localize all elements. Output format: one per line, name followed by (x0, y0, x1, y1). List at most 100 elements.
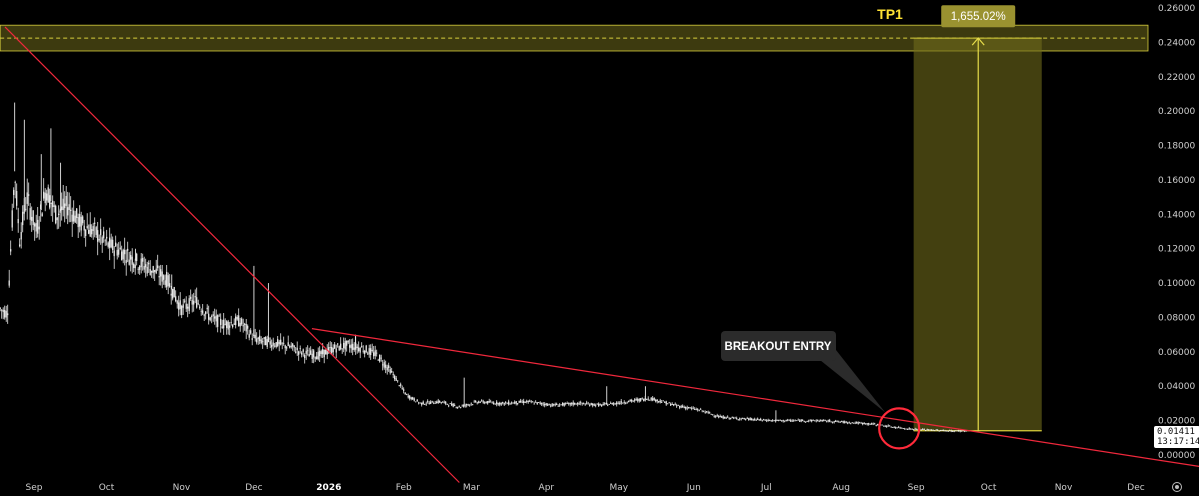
candle-body (935, 429, 937, 431)
candle-body (604, 403, 606, 405)
candle-body (767, 419, 769, 422)
candle-body (769, 419, 771, 421)
candle-body (577, 403, 579, 405)
candle-body (389, 369, 391, 374)
candle-body (551, 403, 553, 407)
candle-body (286, 347, 288, 349)
candle-body (436, 401, 438, 404)
candle-body (487, 401, 489, 404)
candle-body (785, 419, 787, 422)
candle-body (812, 420, 814, 421)
candle-body (808, 420, 810, 422)
candle-body (922, 429, 924, 430)
candle-body (446, 403, 448, 405)
candle-body (701, 410, 703, 412)
candle-body (632, 400, 634, 402)
candle-body (863, 422, 865, 425)
candle-body (964, 430, 966, 432)
gear-icon[interactable] (1172, 482, 1182, 492)
candle-body (338, 346, 340, 351)
candle-body (911, 429, 913, 430)
last-price-value: 0.01411 (1157, 427, 1195, 437)
candle-body (296, 347, 298, 351)
candle-body (424, 404, 426, 405)
candle-body (910, 428, 912, 430)
candle-body (676, 405, 678, 407)
candle-body (218, 315, 220, 317)
candle-body (623, 402, 625, 403)
candle-body (58, 213, 60, 215)
candle-body (380, 357, 382, 359)
candle-body (373, 352, 375, 357)
candle-body (737, 419, 739, 420)
y-axis[interactable]: 0.26000 0.24000 0.22000 0.20000 0.18000 0.160… (1158, 4, 1195, 461)
candle-body (901, 427, 903, 429)
candle-body (587, 403, 589, 405)
candle-body (521, 401, 523, 403)
candle-body (541, 402, 543, 405)
candle-body (334, 344, 336, 349)
candle-body (652, 398, 654, 401)
candle-body (317, 351, 319, 360)
candle-body (121, 251, 123, 261)
y-tick-label: 0.12000 (1158, 245, 1195, 255)
candle-body (511, 402, 513, 404)
candle-body (212, 314, 214, 317)
candle-body (682, 405, 684, 407)
candle-body (562, 403, 564, 406)
candle-body (617, 402, 619, 404)
candle-body (395, 378, 397, 381)
candle-body (235, 316, 237, 326)
candle-body (397, 380, 399, 382)
x-axis[interactable]: Sep Oct Nov Dec 2026 Feb Mar Apr May Jun Jul Aug Sep… (26, 483, 1145, 493)
candle-body (220, 318, 222, 325)
candle-body (695, 409, 697, 410)
candle-body (806, 421, 808, 422)
candle-body (614, 403, 616, 405)
candle-body (574, 402, 576, 405)
candle-body (943, 430, 945, 432)
descending-trendline[interactable] (4, 26, 460, 483)
candle-body (35, 223, 37, 232)
candle-body (434, 403, 436, 404)
candle-body (416, 399, 418, 402)
candle-body (46, 193, 48, 201)
candle-body (421, 402, 423, 405)
candle-body (898, 426, 900, 428)
candle-body (74, 215, 76, 223)
candle-body (361, 346, 363, 348)
candle-body (659, 400, 661, 403)
y-tick-label: 0.04000 (1158, 382, 1195, 392)
candle-body (91, 229, 93, 235)
candle-body (451, 403, 453, 406)
candle-body (811, 419, 813, 422)
candle-body (163, 275, 165, 280)
candle-body (43, 191, 45, 199)
candle-body (694, 409, 696, 410)
candle-body (449, 403, 451, 405)
candle-body (779, 419, 781, 421)
candle-body (320, 351, 322, 354)
candle-body (734, 417, 736, 419)
candle-body (677, 405, 679, 406)
candle-body (725, 417, 727, 419)
candle-body (704, 412, 706, 413)
candle-body (643, 399, 645, 401)
candle-body (200, 310, 202, 312)
candle-body (712, 414, 714, 416)
candle-body (439, 401, 441, 403)
y-tick-label: 0.24000 (1158, 38, 1195, 48)
candle-body (512, 402, 514, 404)
breakout-trendline[interactable] (311, 328, 1199, 468)
candle-body (926, 429, 928, 430)
candle-body (392, 374, 394, 375)
candle-body (595, 405, 597, 407)
y-tick-label: 0.16000 (1158, 176, 1195, 186)
candle-body (548, 404, 550, 405)
candle-body (137, 268, 139, 270)
candle-body (283, 342, 285, 344)
candle-body (497, 403, 499, 405)
candle-body (100, 229, 102, 236)
candle-body (596, 403, 598, 405)
